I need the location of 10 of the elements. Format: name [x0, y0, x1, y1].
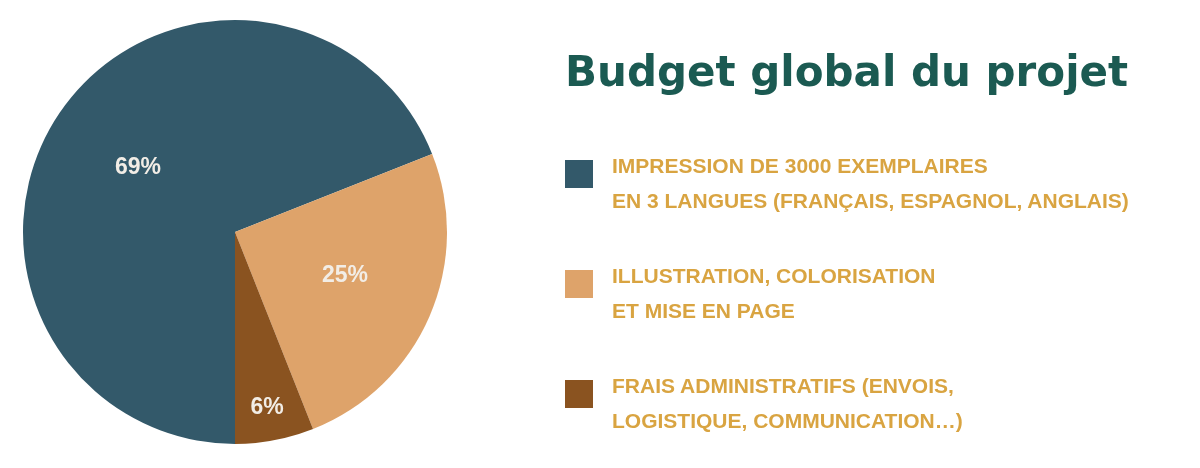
legend-label: IMPRESSION DE 3000 EXEMPLAIRES EN 3 LANGUES (FRANÇAIS, ESPAGNOL, ANGLAIS)	[612, 154, 1129, 212]
text: Budget global du projet	[565, 47, 1129, 96]
legend-label: ILLUSTRATION, COLORISATION ET MISE EN PAGE	[612, 264, 936, 322]
legend-label: FRAIS ADMINISTRATIFS (ENVOIS, LOGISTIQUE, COMMUNICATION…)	[612, 374, 963, 432]
pie-slice	[23, 20, 433, 444]
data-label: 6%	[250, 393, 284, 419]
pie-slice	[235, 232, 314, 444]
pie-slice	[235, 153, 447, 430]
data-label: 69%	[114, 153, 162, 179]
data-label: 25%	[321, 261, 369, 287]
